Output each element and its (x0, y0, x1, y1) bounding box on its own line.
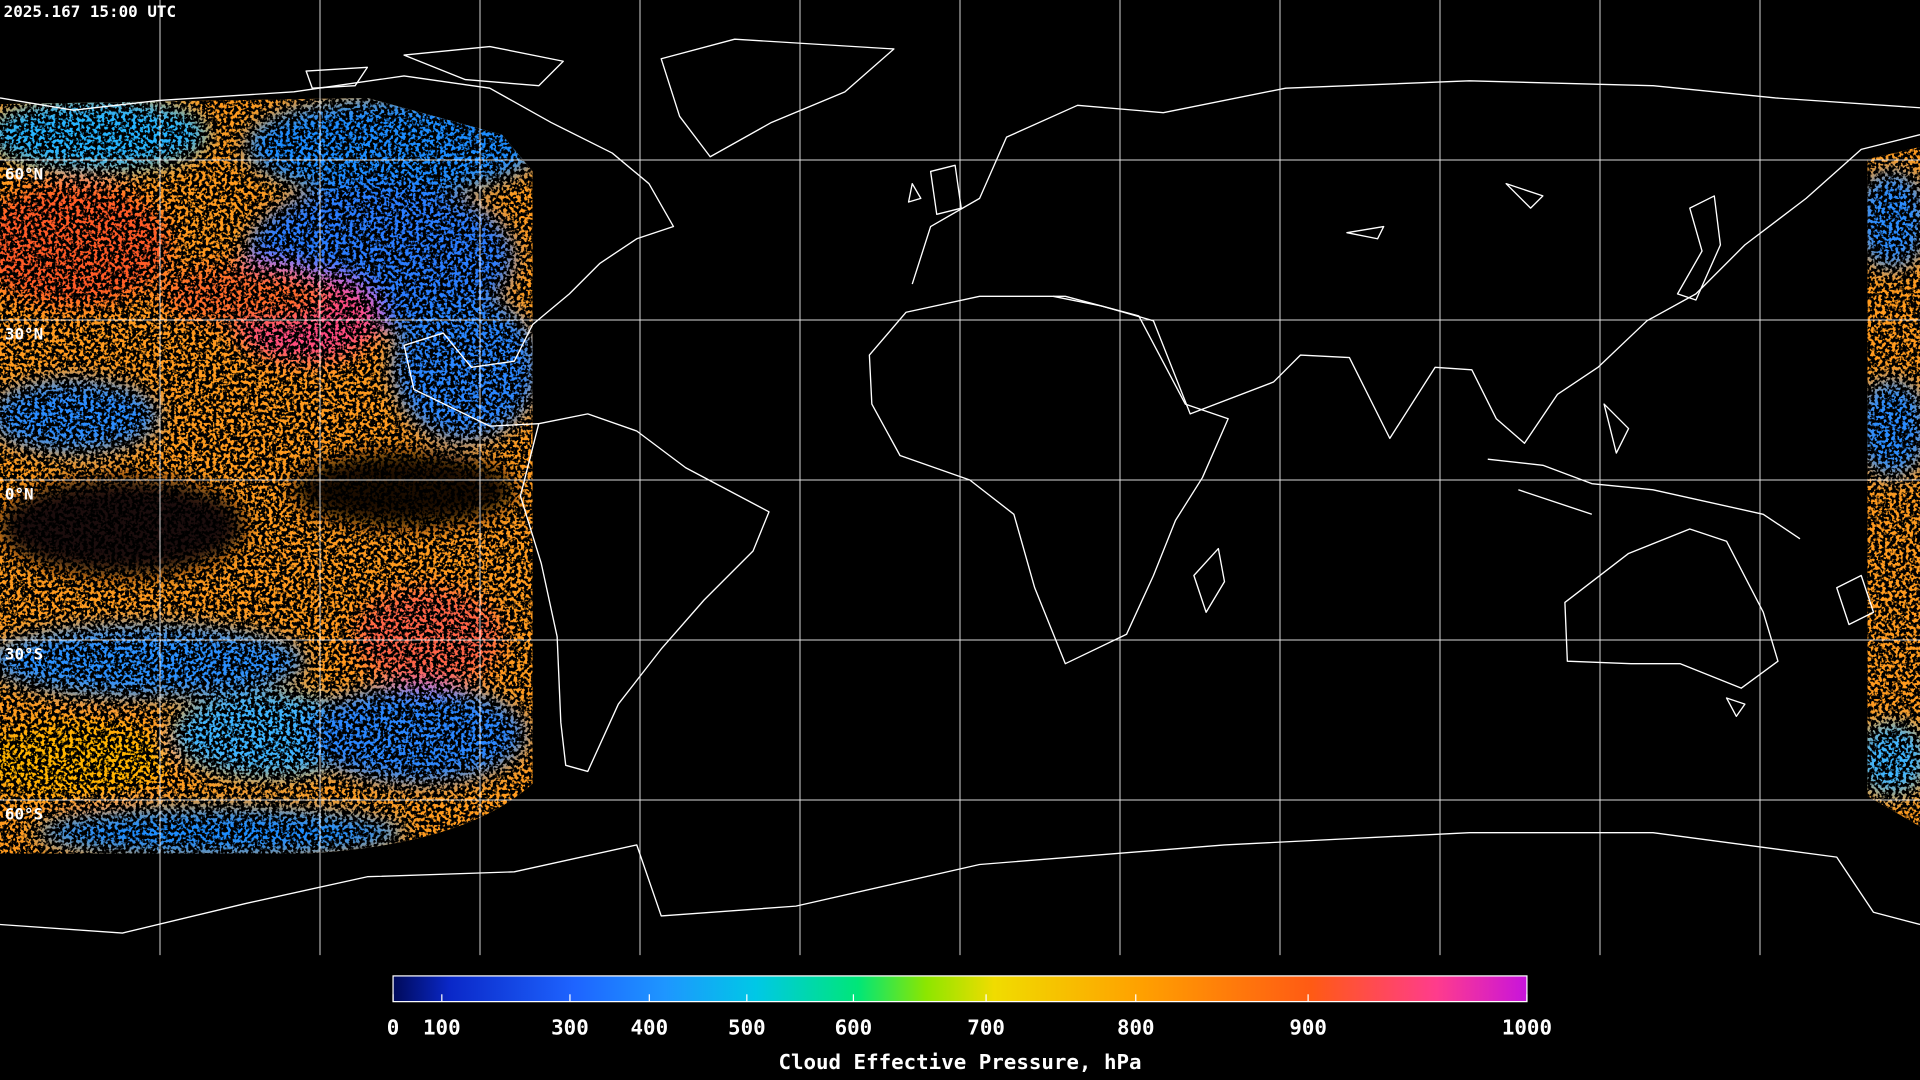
colorbar-tick-label: 900 (1289, 1016, 1327, 1040)
colorbar-tick-label: 800 (1117, 1016, 1155, 1040)
colorbar-tick-label: 600 (835, 1016, 873, 1040)
cloud-field (0, 97, 533, 854)
cloud-field-east (1867, 146, 1920, 827)
colorbar-tick-label: 100 (423, 1016, 461, 1040)
lat-label: 0°N (5, 485, 34, 504)
colorbar-tick-label: 0 (387, 1016, 400, 1040)
colorbar-tick-label: 1000 (1502, 1016, 1552, 1040)
colorbar-tick-label: 500 (728, 1016, 766, 1040)
graticule (0, 0, 1920, 956)
lat-labels: 60°N 30°N 0°N 30°S 60°S (5, 165, 43, 824)
colorbar: Cloud Effective Pressure, hPa 0 100 300 400… (387, 975, 1552, 1074)
colorbar-label: Cloud Effective Pressure, hPa (778, 1050, 1141, 1074)
lat-label: 60°S (5, 805, 43, 824)
lat-label: 30°S (5, 645, 43, 664)
colorbar-tick-label: 300 (551, 1016, 589, 1040)
colorbar-ramp (392, 975, 1528, 1003)
colorbar-tick-label: 400 (631, 1016, 669, 1040)
timestamp: 2025.167 15:00 UTC (4, 2, 176, 21)
colorbar-tick-label: 700 (967, 1016, 1005, 1040)
lat-label: 60°N (5, 165, 43, 184)
lat-label: 30°N (5, 325, 43, 344)
